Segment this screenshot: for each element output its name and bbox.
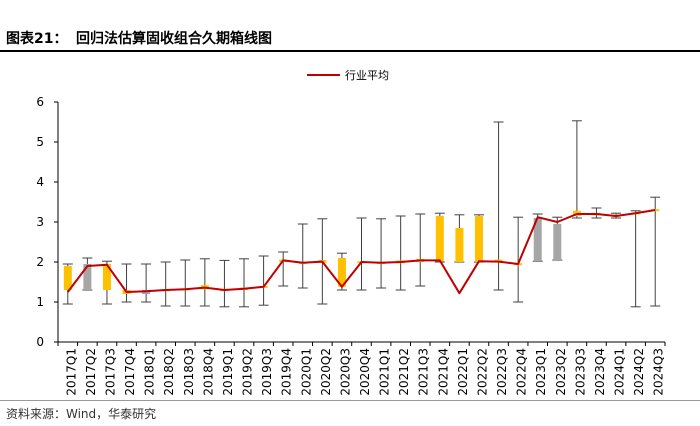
box-body [455,228,464,262]
x-tick-label: 2021Q3 [417,348,431,396]
box-2017Q3 [101,260,112,305]
average-line [67,209,656,295]
box-2020Q3 [336,252,347,291]
x-tick-label: 2018Q2 [162,348,176,396]
y-tick-label: 6 [36,95,44,109]
x-tick-label: 2024Q1 [613,348,627,396]
box-body [63,266,72,290]
legend-label: 行业平均 [345,69,389,82]
box-2018Q2 [160,261,171,307]
box-2024Q2 [630,210,641,308]
footer-rule [0,400,700,401]
x-tick-label: 2019Q1 [221,348,235,396]
box-2018Q3 [180,259,191,307]
box-2017Q1 [62,263,73,305]
figure-title: 回归法估算固收组合久期箱线图 [76,31,272,47]
header-rule [0,50,700,52]
x-tick-label: 2020Q4 [358,348,372,396]
box-2020Q4 [356,217,367,291]
x-tick-label: 2018Q4 [201,348,215,396]
box-2019Q2 [239,258,250,308]
x-tick-label: 2021Q1 [378,348,392,396]
x-tick-label: 2023Q4 [593,348,607,396]
box-body [553,224,562,260]
y-tick-label: 0 [36,335,44,349]
box-2021Q2 [395,215,406,291]
y-tick-label: 1 [36,295,44,309]
x-tick-label: 2017Q2 [84,348,98,396]
x-tick-label: 2017Q3 [103,348,117,396]
y-tick-label: 3 [36,215,44,229]
figure-label: 图表21： [6,31,68,47]
x-tick-label: 2021Q2 [397,348,411,396]
x-tick-label: 2023Q3 [573,348,587,396]
box-2021Q4 [434,212,445,263]
box-2022Q1 [454,214,465,263]
series-line-行业平均 [67,209,656,295]
box-2023Q1 [532,213,543,262]
x-tick-label: 2020Q1 [299,348,313,396]
box-2019Q1 [219,259,230,308]
legend: 行业平均 [307,69,389,82]
x-tick-label: 2024Q2 [632,348,646,396]
box-body [474,216,483,262]
x-tick-label: 2017Q1 [64,348,78,396]
x-tick-label: 2020Q2 [319,348,333,396]
box-2018Q4 [199,258,210,307]
box-2023Q2 [552,216,563,261]
y-tick-label: 2 [36,255,44,269]
y-tick-label: 5 [36,135,44,149]
y-tick-label: 4 [36,175,44,189]
x-tick-label: 2018Q1 [143,348,157,396]
box-2022Q3 [493,121,504,291]
x-tick-label: 2022Q3 [495,348,509,396]
box-2024Q3 [650,196,661,307]
figure-header: 图表21： 回归法估算固收组合久期箱线图 [0,0,700,52]
box-body [337,258,346,287]
box-2019Q4 [278,251,289,287]
box-2020Q1 [297,223,308,289]
x-tick-label: 2022Q2 [475,348,489,396]
x-tick-label: 2023Q2 [554,348,568,396]
x-tick-label: 2019Q2 [241,348,255,396]
x-tick-label: 2024Q3 [652,348,666,396]
box-2022Q2 [473,214,484,263]
x-tick-label: 2021Q4 [436,348,450,396]
box-2017Q2 [82,257,93,291]
axes: 0 1 2 3 4 5 6 2017Q1 2017Q2 2017Q3 2017Q4 2018Q1 201… [36,95,665,396]
box-2023Q3 [571,120,582,219]
x-tick-label: 2019Q3 [260,348,274,396]
box-body [435,216,444,262]
box-2022Q4 [513,216,524,303]
x-tick-label: 2023Q1 [534,348,548,396]
box-2021Q1 [376,218,387,289]
box-2017Q4 [121,263,132,303]
box-body [83,264,92,290]
x-tick-label: 2017Q4 [123,348,137,396]
x-tick-label: 2022Q4 [515,348,529,396]
x-tick-label: 2020Q3 [338,348,352,396]
x-tick-label: 2018Q3 [182,348,196,396]
box-2018Q1 [141,263,152,303]
boxes [62,120,661,308]
source-note: 资料来源：Wind，华泰研究 [6,407,157,421]
boxplot-chart: 行业平均 0 1 2 3 4 5 6 2017Q1 2017Q2 2017Q3 2017Q4 2018… [36,69,665,396]
box-2021Q3 [415,213,426,287]
x-tick-label: 2022Q1 [456,348,470,396]
box-body [533,218,542,262]
box-body [102,264,111,290]
x-tick-label: 2019Q4 [280,348,294,396]
